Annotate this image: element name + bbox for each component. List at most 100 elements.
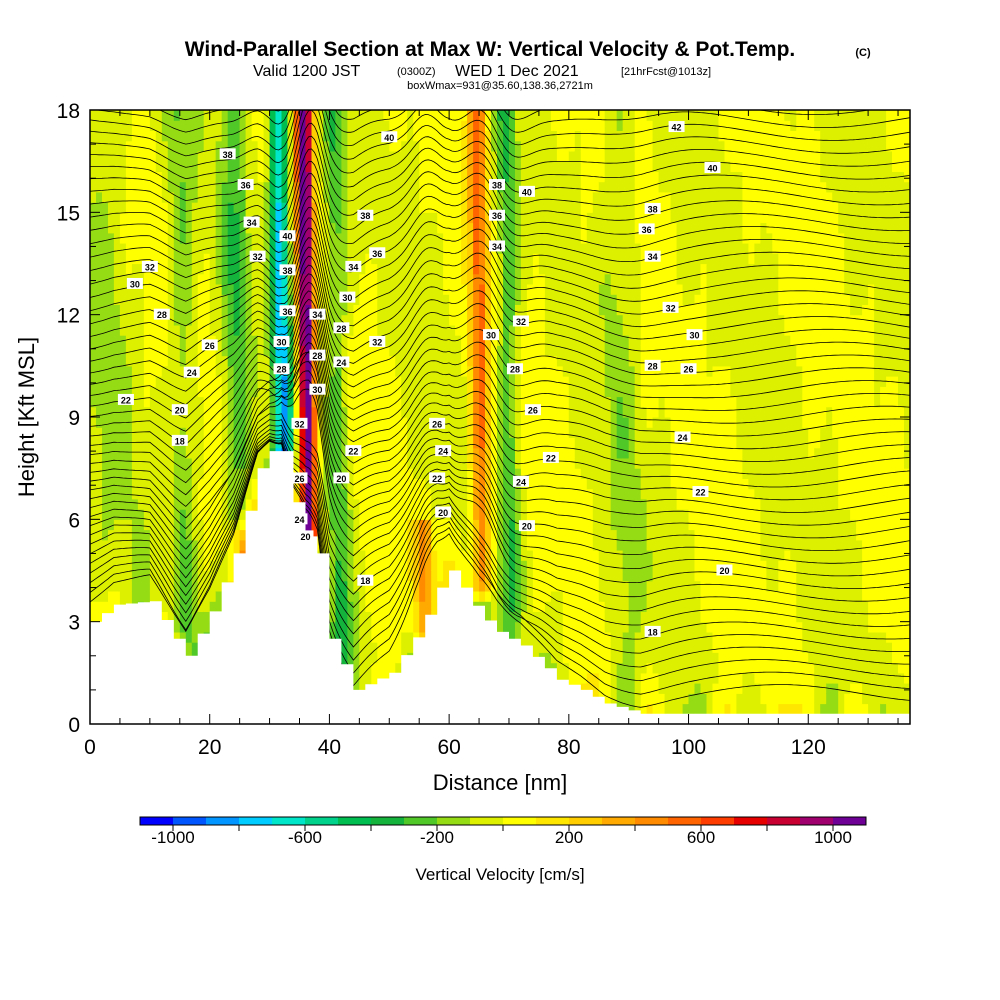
- velocity-cell: [437, 253, 444, 265]
- velocity-cell: [251, 478, 259, 490]
- velocity-cell: [179, 110, 187, 121]
- velocity-cell: [149, 284, 157, 295]
- velocity-cell: [173, 427, 181, 438]
- velocity-cell: [96, 304, 103, 316]
- velocity-cell: [509, 191, 516, 203]
- velocity-cell: [209, 591, 217, 602]
- velocity-cell: [467, 550, 474, 561]
- velocity-cell: [137, 570, 145, 582]
- velocity-cell: [377, 570, 384, 582]
- velocity-cell: [137, 427, 145, 438]
- velocity-cell: [113, 324, 121, 336]
- velocity-cell: [281, 417, 289, 428]
- velocity-cell: [580, 324, 588, 336]
- velocity-cell: [389, 611, 396, 623]
- velocity-cell: [257, 263, 265, 275]
- velocity-cell: [323, 140, 330, 152]
- velocity-cell: [179, 202, 187, 213]
- velocity-cell: [185, 324, 193, 336]
- velocity-cell: [263, 130, 271, 142]
- velocity-cell: [497, 468, 504, 479]
- velocity-cell: [526, 611, 534, 623]
- velocity-cell: [269, 355, 277, 367]
- velocity-cell: [161, 161, 169, 172]
- velocity-cell: [335, 161, 342, 172]
- velocity-cell: [137, 253, 145, 265]
- velocity-cell: [329, 150, 336, 162]
- velocity-cell: [245, 263, 253, 275]
- velocity-cell: [161, 509, 169, 520]
- velocity-cell: [359, 519, 366, 531]
- velocity-cell: [407, 386, 414, 398]
- velocity-cell: [467, 222, 474, 234]
- velocity-cell: [526, 488, 534, 500]
- velocity-cell: [347, 365, 354, 377]
- velocity-cell: [209, 202, 217, 213]
- velocity-cell: [143, 417, 151, 428]
- velocity-cell: [479, 304, 486, 316]
- velocity-cell: [389, 478, 396, 490]
- velocity-cell: [341, 222, 348, 234]
- velocity-cell: [526, 570, 534, 582]
- velocity-cell: [341, 498, 348, 510]
- velocity-cell: [221, 447, 229, 459]
- velocity-cell: [96, 140, 103, 152]
- velocity-cell: [335, 601, 342, 612]
- velocity-cell: [119, 539, 127, 551]
- velocity-cell: [245, 273, 253, 285]
- velocity-cell: [431, 386, 438, 398]
- velocity-cell: [437, 130, 444, 142]
- velocity-cell: [137, 468, 145, 479]
- velocity-cell: [323, 365, 330, 377]
- velocity-cell: [191, 130, 199, 142]
- velocity-cell: [239, 243, 247, 254]
- velocity-cell: [395, 468, 402, 479]
- velocity-cell: [473, 202, 480, 213]
- velocity-cell: [137, 212, 145, 224]
- velocity-cell: [108, 120, 115, 131]
- velocity-cell: [191, 150, 199, 162]
- velocity-cell: [173, 294, 181, 305]
- velocity-cell: [131, 150, 139, 162]
- velocity-cell: [431, 580, 438, 592]
- velocity-cell: [407, 202, 414, 213]
- velocity-cell: [149, 498, 157, 510]
- velocity-cell: [203, 273, 211, 285]
- velocity-cell: [568, 365, 576, 377]
- velocity-cell: [185, 222, 193, 234]
- velocity-cell: [131, 457, 139, 469]
- velocity-cell: [293, 437, 301, 449]
- velocity-cell: [479, 406, 486, 418]
- velocity-cell: [90, 314, 97, 326]
- velocity-cell: [173, 376, 181, 387]
- velocity-cell: [185, 345, 193, 357]
- velocity-cell: [119, 457, 127, 469]
- velocity-cell: [347, 110, 354, 121]
- velocity-cell: [538, 314, 546, 326]
- velocity-cell: [209, 304, 217, 316]
- velocity-cell: [485, 457, 492, 469]
- velocity-cell: [515, 161, 522, 172]
- velocity-cell: [125, 110, 133, 121]
- velocity-cell: [245, 488, 253, 500]
- velocity-cell: [245, 150, 253, 162]
- velocity-cell: [526, 191, 534, 203]
- velocity-cell: [96, 437, 103, 449]
- velocity-cell: [341, 345, 348, 357]
- velocity-cell: [341, 591, 348, 602]
- velocity-cell: [431, 181, 438, 193]
- velocity-cell: [425, 253, 432, 265]
- velocity-cell: [233, 488, 241, 500]
- velocity-cell: [437, 202, 444, 213]
- velocity-cell: [550, 222, 558, 234]
- velocity-cell: [526, 345, 534, 357]
- velocity-cell: [407, 550, 414, 561]
- velocity-cell: [215, 161, 223, 172]
- velocity-cell: [425, 335, 432, 346]
- velocity-cell: [137, 396, 145, 408]
- velocity-cell: [544, 662, 552, 674]
- velocity-cell: [574, 570, 582, 582]
- velocity-cell: [538, 243, 546, 254]
- velocity-cell: [137, 243, 145, 254]
- velocity-cell: [419, 150, 426, 162]
